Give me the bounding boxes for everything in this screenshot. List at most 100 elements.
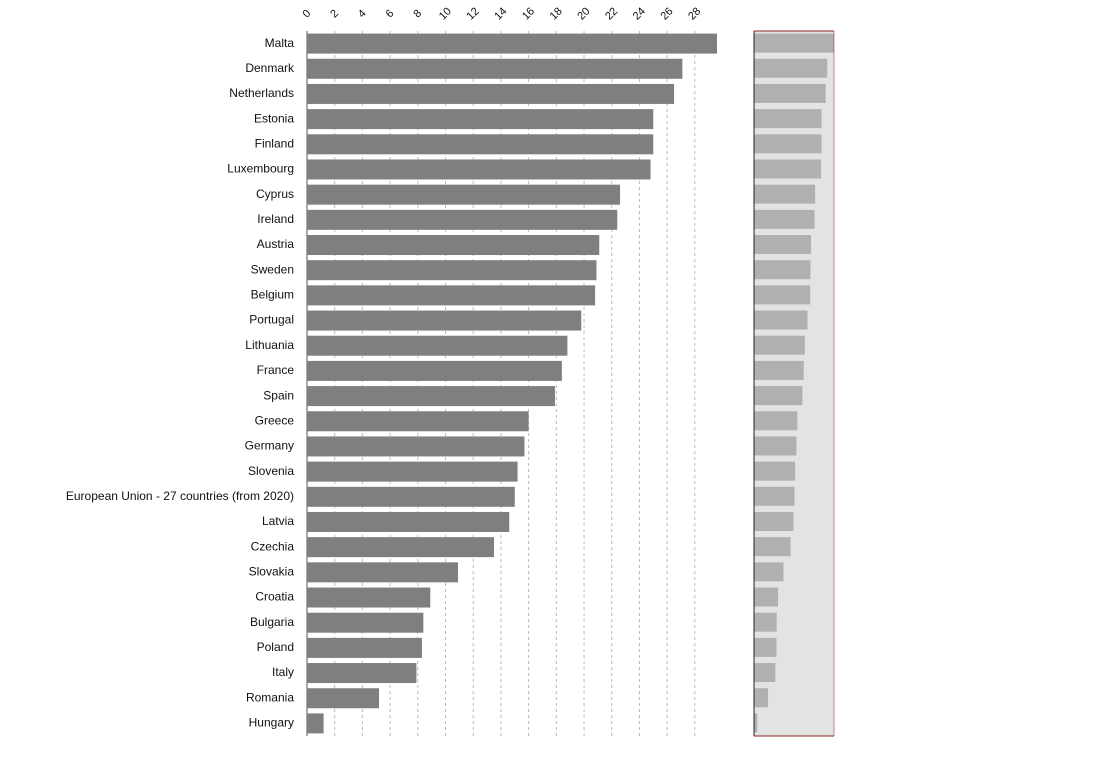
y-tick-label: Austria [257,237,295,251]
y-tick-label: Spain [263,388,294,402]
y-tick-label: Poland [257,640,294,654]
navigator-bar [754,83,826,103]
bar [307,411,529,432]
bar [307,134,654,155]
y-tick-label: Slovenia [248,464,294,478]
y-tick-label: Latvia [262,514,294,528]
bar [307,537,494,558]
x-tick-label: 28 [686,5,703,22]
bar [307,33,717,54]
navigator-bar [754,537,791,557]
navigator-bar [754,134,822,154]
y-tick-label: Slovakia [249,565,295,579]
navigator-bar [754,713,758,733]
navigator-bar [754,688,769,708]
bar [307,159,651,180]
navigator-bar [754,335,805,355]
navigator-bar [754,461,796,481]
navigator-bar [754,436,797,456]
navigator-bar [754,386,803,406]
y-tick-label: Ireland [257,212,294,226]
y-tick-label: Hungary [249,716,294,730]
bar [307,386,555,407]
bar [307,184,621,205]
y-tick-label: Czechia [251,539,295,553]
navigator-bar [754,109,822,129]
navigator-bar [754,587,779,607]
x-tick-label: 14 [492,5,509,22]
y-tick-label: Estonia [254,111,294,125]
y-tick-label: Cyprus [256,187,294,201]
x-tick-label: 2 [328,8,341,21]
y-tick-label: Greece [255,413,295,427]
bar [307,260,597,281]
bar [307,310,582,331]
bar [307,562,458,583]
bar [307,486,515,507]
x-tick-label: 10 [437,5,454,22]
navigator-bar [754,637,777,657]
bar [307,209,618,230]
bar [307,587,431,608]
x-tick-label: 4 [356,8,369,21]
navigator-bar [754,612,777,632]
navigator-bar [754,260,811,280]
x-tick-label: 16 [520,5,537,22]
bar [307,663,417,684]
navigator-bar [754,285,811,305]
bar [307,58,683,79]
bar [307,360,562,381]
navigator-bar [754,486,795,506]
x-tick-label: 22 [603,5,620,22]
navigator-bar [754,562,784,582]
x-tick-label: 26 [658,5,675,22]
bar [307,235,600,256]
bar [307,436,525,457]
navigator-bar [754,184,816,204]
y-tick-label: Germany [245,439,294,453]
bar [307,335,568,356]
y-tick-label: Italy [272,665,294,679]
y-tick-label: Sweden [251,262,294,276]
y-tick-label: Bulgaria [250,615,294,629]
navigator-bar [754,58,828,78]
x-tick-label: 24 [631,5,648,22]
navigator-bar [754,411,798,431]
navigator-bar [754,33,834,53]
y-tick-label: Belgium [251,288,294,302]
bar [307,637,422,658]
y-tick-label: Denmark [245,61,295,75]
x-tick-label: 0 [301,8,314,21]
x-tick-label: 8 [411,8,424,21]
x-tick-label: 20 [575,5,592,22]
y-tick-label: Lithuania [245,338,294,352]
y-tick-label: Netherlands [229,86,294,100]
x-tick-label: 18 [548,5,565,22]
navigator-bar [754,159,822,179]
bar [307,688,380,709]
y-tick-label: Finland [255,136,294,150]
y-tick-label: Malta [265,36,295,50]
navigator-bar [754,310,808,330]
y-tick-label: Luxembourg [227,162,294,176]
bar [307,713,324,734]
x-tick-label: 6 [384,8,397,21]
y-tick-label: Romania [246,690,294,704]
navigator-bar [754,511,794,531]
bar [307,285,596,306]
navigator-bar [754,235,812,255]
x-tick-label: 12 [465,5,482,22]
bar [307,612,424,633]
bar [307,511,510,532]
y-tick-label: Croatia [255,590,294,604]
y-tick-label: Portugal [249,313,294,327]
bar [307,461,518,482]
navigator-bar [754,209,815,229]
bar [307,83,675,104]
bar [307,109,654,130]
navigator-bar [754,360,804,380]
y-tick-label: France [257,363,295,377]
navigator-bar [754,663,776,683]
y-tick-label: European Union - 27 countries (from 2020… [66,489,294,503]
